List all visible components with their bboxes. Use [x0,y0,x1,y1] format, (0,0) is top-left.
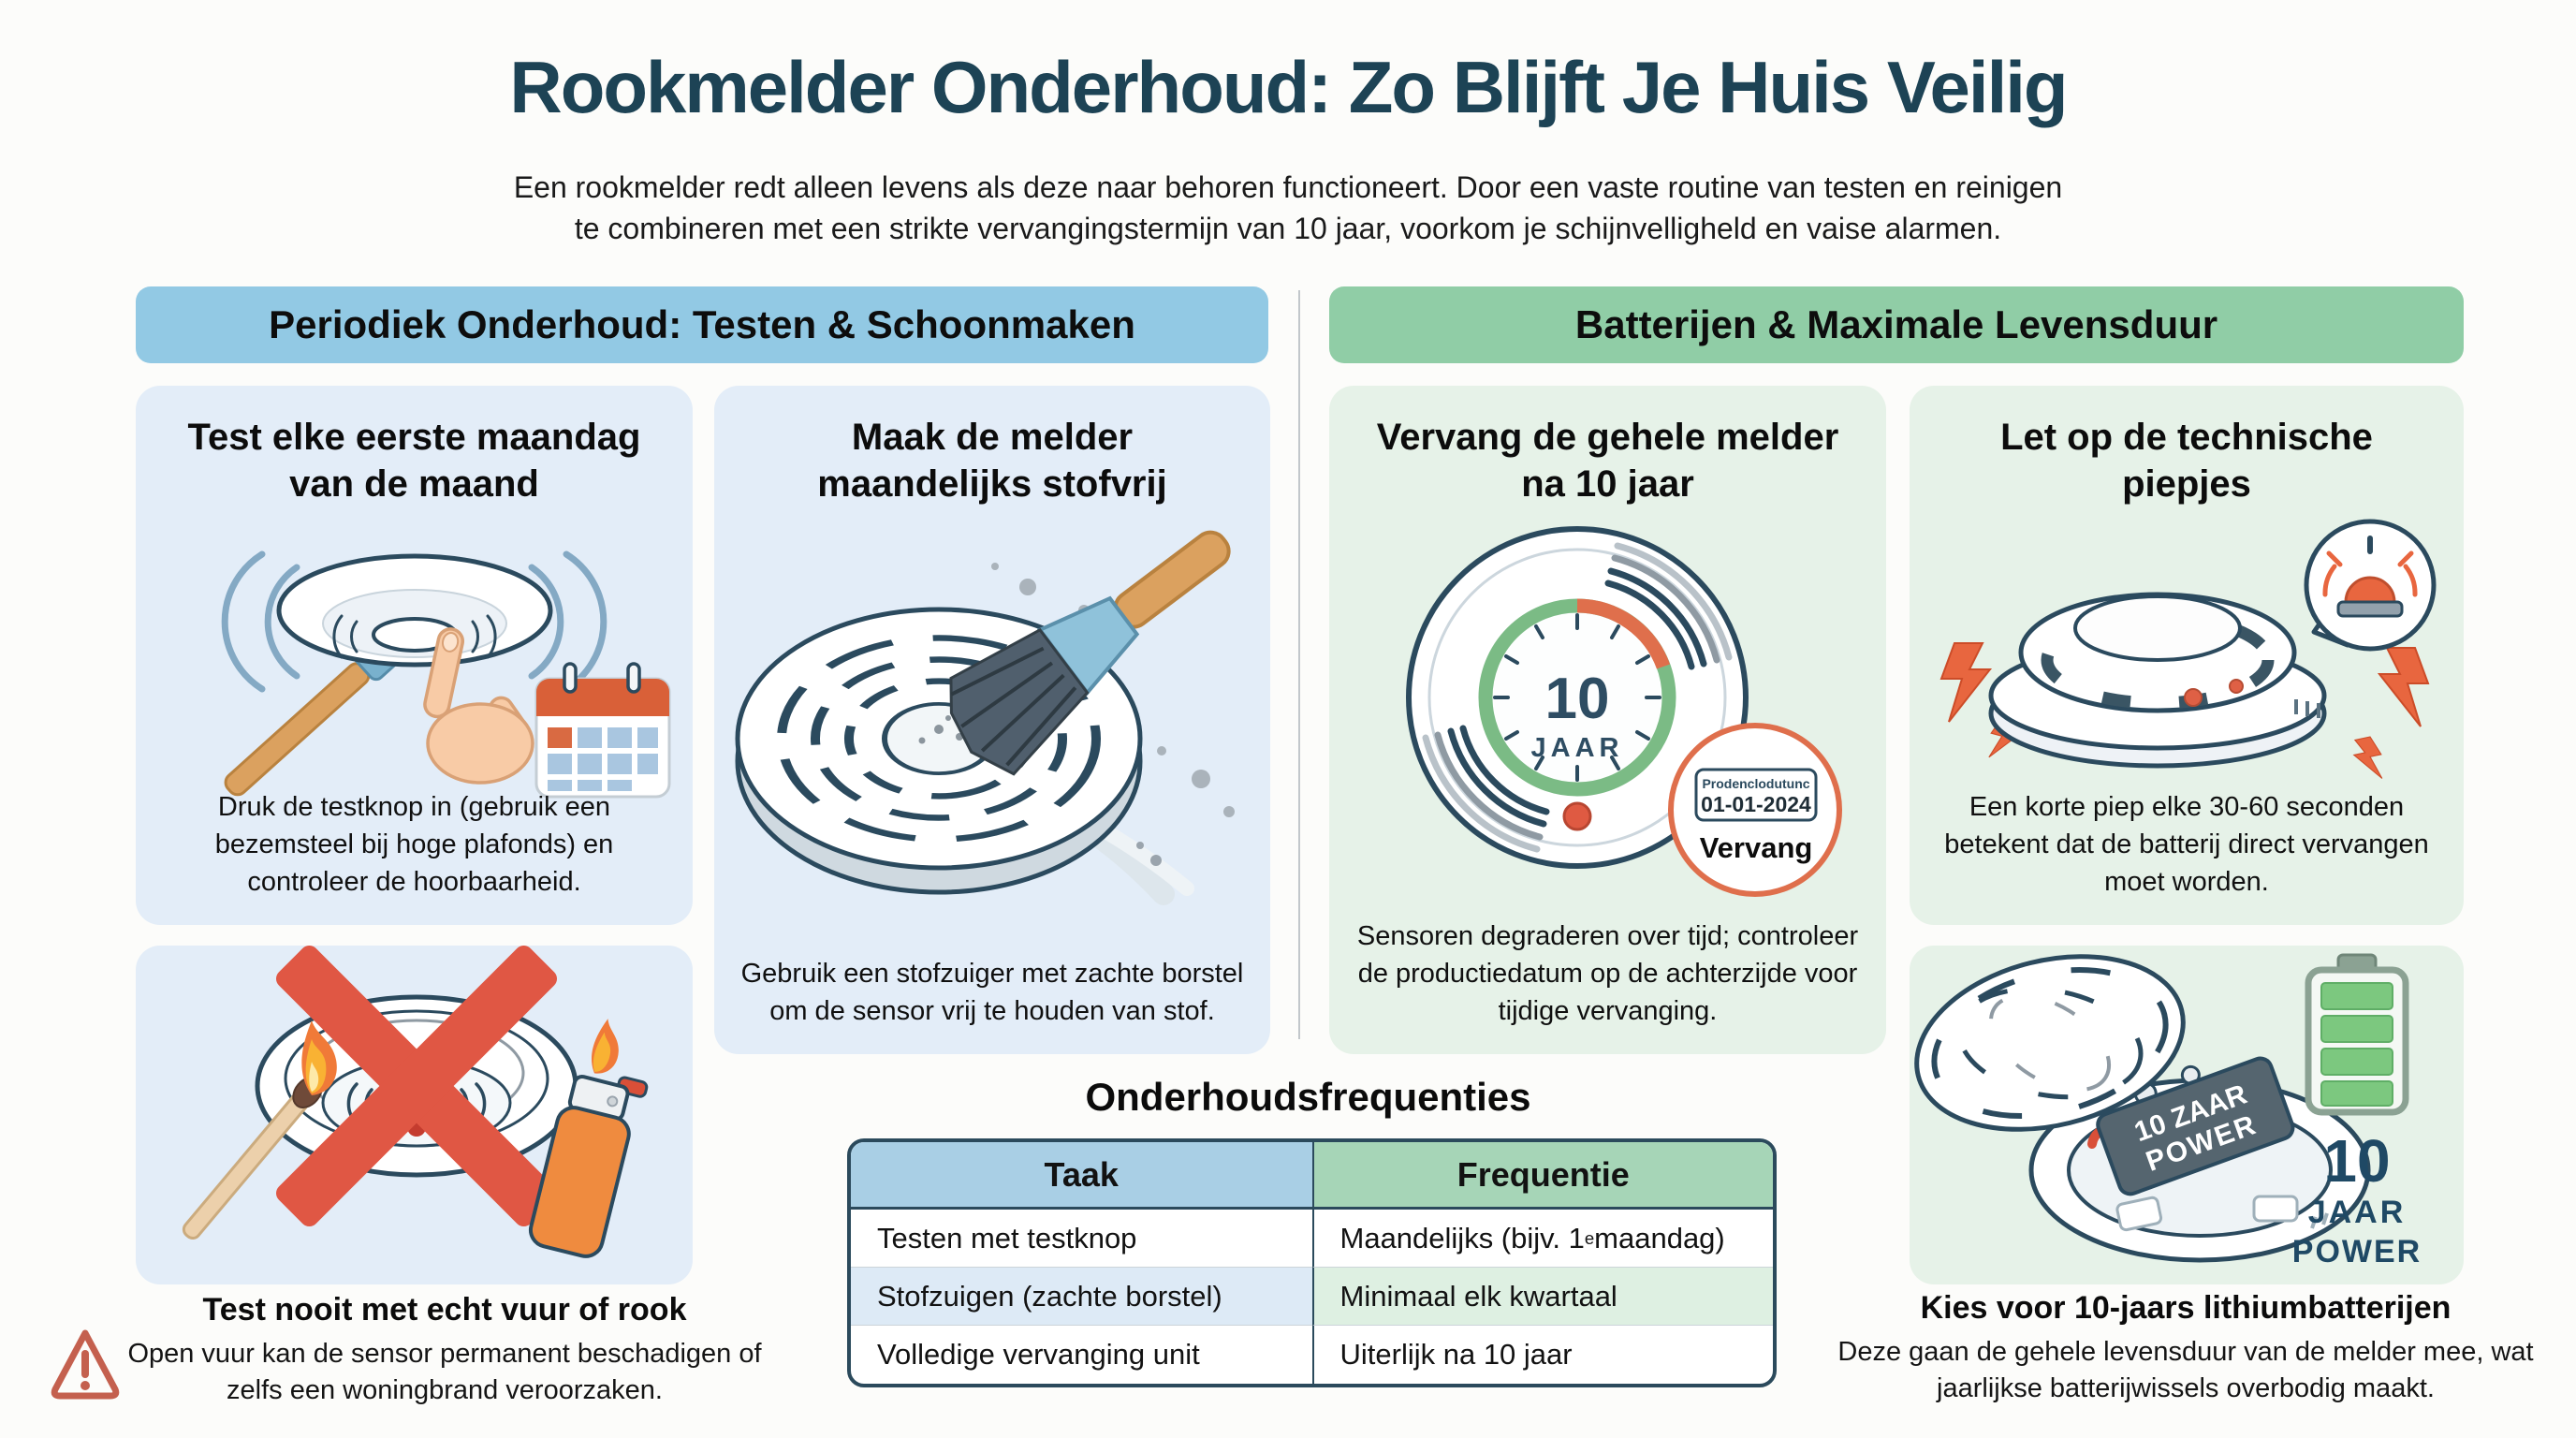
sound-waves-icon [221,550,607,693]
section-divider [1298,290,1300,1039]
page-title: Rookmelder Onderhoud: Zo Blijft Je Huis … [509,46,2068,128]
table-row: Stofzuigen (zachte borstel) Minimaal elk… [851,1268,1773,1326]
freq-sup: e [1584,1227,1595,1248]
battery-level-icon [2305,953,2409,1116]
siren-bubble-icon [2304,519,2437,652]
badge-value: 10 [2323,1127,2390,1195]
smoke-detector-icon [276,553,553,668]
card-replace-caption: Sensoren degraderen over tijd; controlee… [1356,921,1859,1026]
no-fire-illustration [182,946,649,1258]
label-date: 01-01-2024 [1701,792,1811,816]
dial-unit: JAAR [1531,733,1624,763]
red-cross-icon [275,946,558,1227]
speech-bubble-icon: Prodenclodutunc 01-01-2024 Vervang [1668,723,1842,897]
note-battery-title: Kies voor 10-jaars lithiumbatterijen [1920,1290,2452,1326]
warning-triangle-icon [51,1329,120,1400]
card-test-caption: Druk de testknop in (gebruik een bezemst… [214,792,614,897]
siren-icon [2322,536,2418,618]
badge-word: POWER [2292,1234,2422,1269]
table-header-row: Taak Frequentie [851,1142,1773,1210]
card-dust-caption: Gebruik een stofzuiger met zachte borste… [740,959,1244,1026]
pressing-hand-icon [423,627,534,785]
table-cell-taak: Stofzuigen (zachte borstel) [851,1268,1312,1326]
burning-match-icon [182,1020,337,1240]
page-subtitle-line2: te combineren met een strikte vervanging… [574,212,2002,245]
table-header-frequentie: Frequentie [1311,1142,1773,1210]
smoke-detector-side-icon [1988,592,2327,769]
dial-value: 10 [1545,667,1610,731]
card-lithium-battery: 10 ZAAR POWER 10 JAAR POWER [1910,946,2464,1284]
table-cell-frequentie: Minimaal elk kwartaal [1311,1268,1773,1326]
cleaning-brush-icon [949,530,1231,776]
note-no-fire-title: Test nooit met echt vuur of rook [202,1292,687,1328]
section-header-batteries: Batterijen & Maximale Levensduur [1329,286,2464,363]
table-cell-taak: Testen met testknop [851,1210,1312,1268]
card-beeps-caption: Een korte piep elke 30-60 seconden betek… [1944,792,2429,897]
freq-text: Maandelijks (bijv. 1 [1339,1221,1585,1255]
freq-text: maandag) [1594,1221,1725,1255]
flame-icon [591,1019,619,1074]
card-dust-title: Maak de melder maandelijks stofvrij [817,417,1167,505]
card-replace-10-years: Vervang de gehele melder na 10 jaar 10 J… [1329,386,1886,1054]
table-row: Volledige vervanging unit Uiterlijk na 1… [851,1326,1773,1384]
smoke-detector-front-icon: 10 JAAR [1406,526,1749,869]
battery-detector-illustration: 10 ZAAR POWER 10 JAAR POWER [1914,953,2422,1269]
freq-text: Uiterlijk na 10 jaar [1339,1338,1573,1371]
calendar-icon [534,662,671,799]
card-test-title: Test elke eerste maandag van de maand [187,417,641,505]
page-subtitle-line1: Een rookmelder redt alleen levens als de… [513,170,2063,204]
table-header-taak: Taak [851,1142,1312,1210]
section-header-maintenance: Periodiek Onderhoud: Testen & Schoonmake… [136,286,1268,363]
10-year-dial-icon: 10 JAAR [1478,598,1676,797]
lighter-icon [528,1019,649,1258]
ten-year-dial-illustration: 10 JAAR Prodenclodutunc 01-01-2024 Verva… [1406,526,1842,897]
flame-icon [301,1020,337,1095]
table-title: Onderhoudsfrequenties [1085,1075,1531,1119]
note-no-fire: Test nooit met echt vuur of rook Open vu… [103,1292,786,1409]
ten-year-power-badge: 10 JAAR POWER [2292,1127,2422,1269]
maintenance-table: Taak Frequentie Testen met testknop Maan… [847,1138,1777,1387]
card-dust-free: Maak de melder maandelijks stofvrij [714,386,1270,1054]
card-beeps-title: Let op de technische piepjes [2000,417,2373,505]
beeping-detector-illustration [1939,519,2437,779]
led-dot-icon [1562,801,1592,831]
note-no-fire-caption: Open vuur kan de sensor permanent bescha… [127,1339,762,1405]
badge-unit: JAAR [2308,1195,2407,1230]
note-battery-caption: Deze gaan de gehele levensduur van de me… [1837,1337,2534,1403]
card-test-monthly: Test elke eerste maandag van de maand [136,386,693,925]
table-cell-frequentie: Uiterlijk na 10 jaar [1311,1326,1774,1384]
table-row: Testen met testknop Maandelijks (bijv. 1… [851,1210,1773,1268]
card-no-fire [136,946,693,1284]
note-battery: Kies voor 10-jaars lithiumbatterijen Dez… [1833,1290,2539,1407]
label-title: Prodenclodutunc [1702,776,1809,791]
production-date-label [1694,768,1818,822]
table-cell-taak: Volledige vervanging unit [877,1338,1200,1371]
brush-cleaning-illustration [735,530,1235,905]
nine-volt-battery-icon: 10 ZAAR POWER [2096,1056,2295,1196]
card-replace-title: Vervang de gehele melder na 10 jaar [1376,417,1839,505]
detector-lid-icon [1914,954,2186,1132]
card-technical-beeps: Let op de technische piepjes [1910,386,2464,925]
label-action: Vervang [1700,831,1813,864]
page-subtitle: Een rookmelder redt alleen levens als de… [0,167,2576,249]
freq-text: Minimaal elk kwartaal [1339,1279,1617,1313]
test-button-illustration [221,550,671,799]
